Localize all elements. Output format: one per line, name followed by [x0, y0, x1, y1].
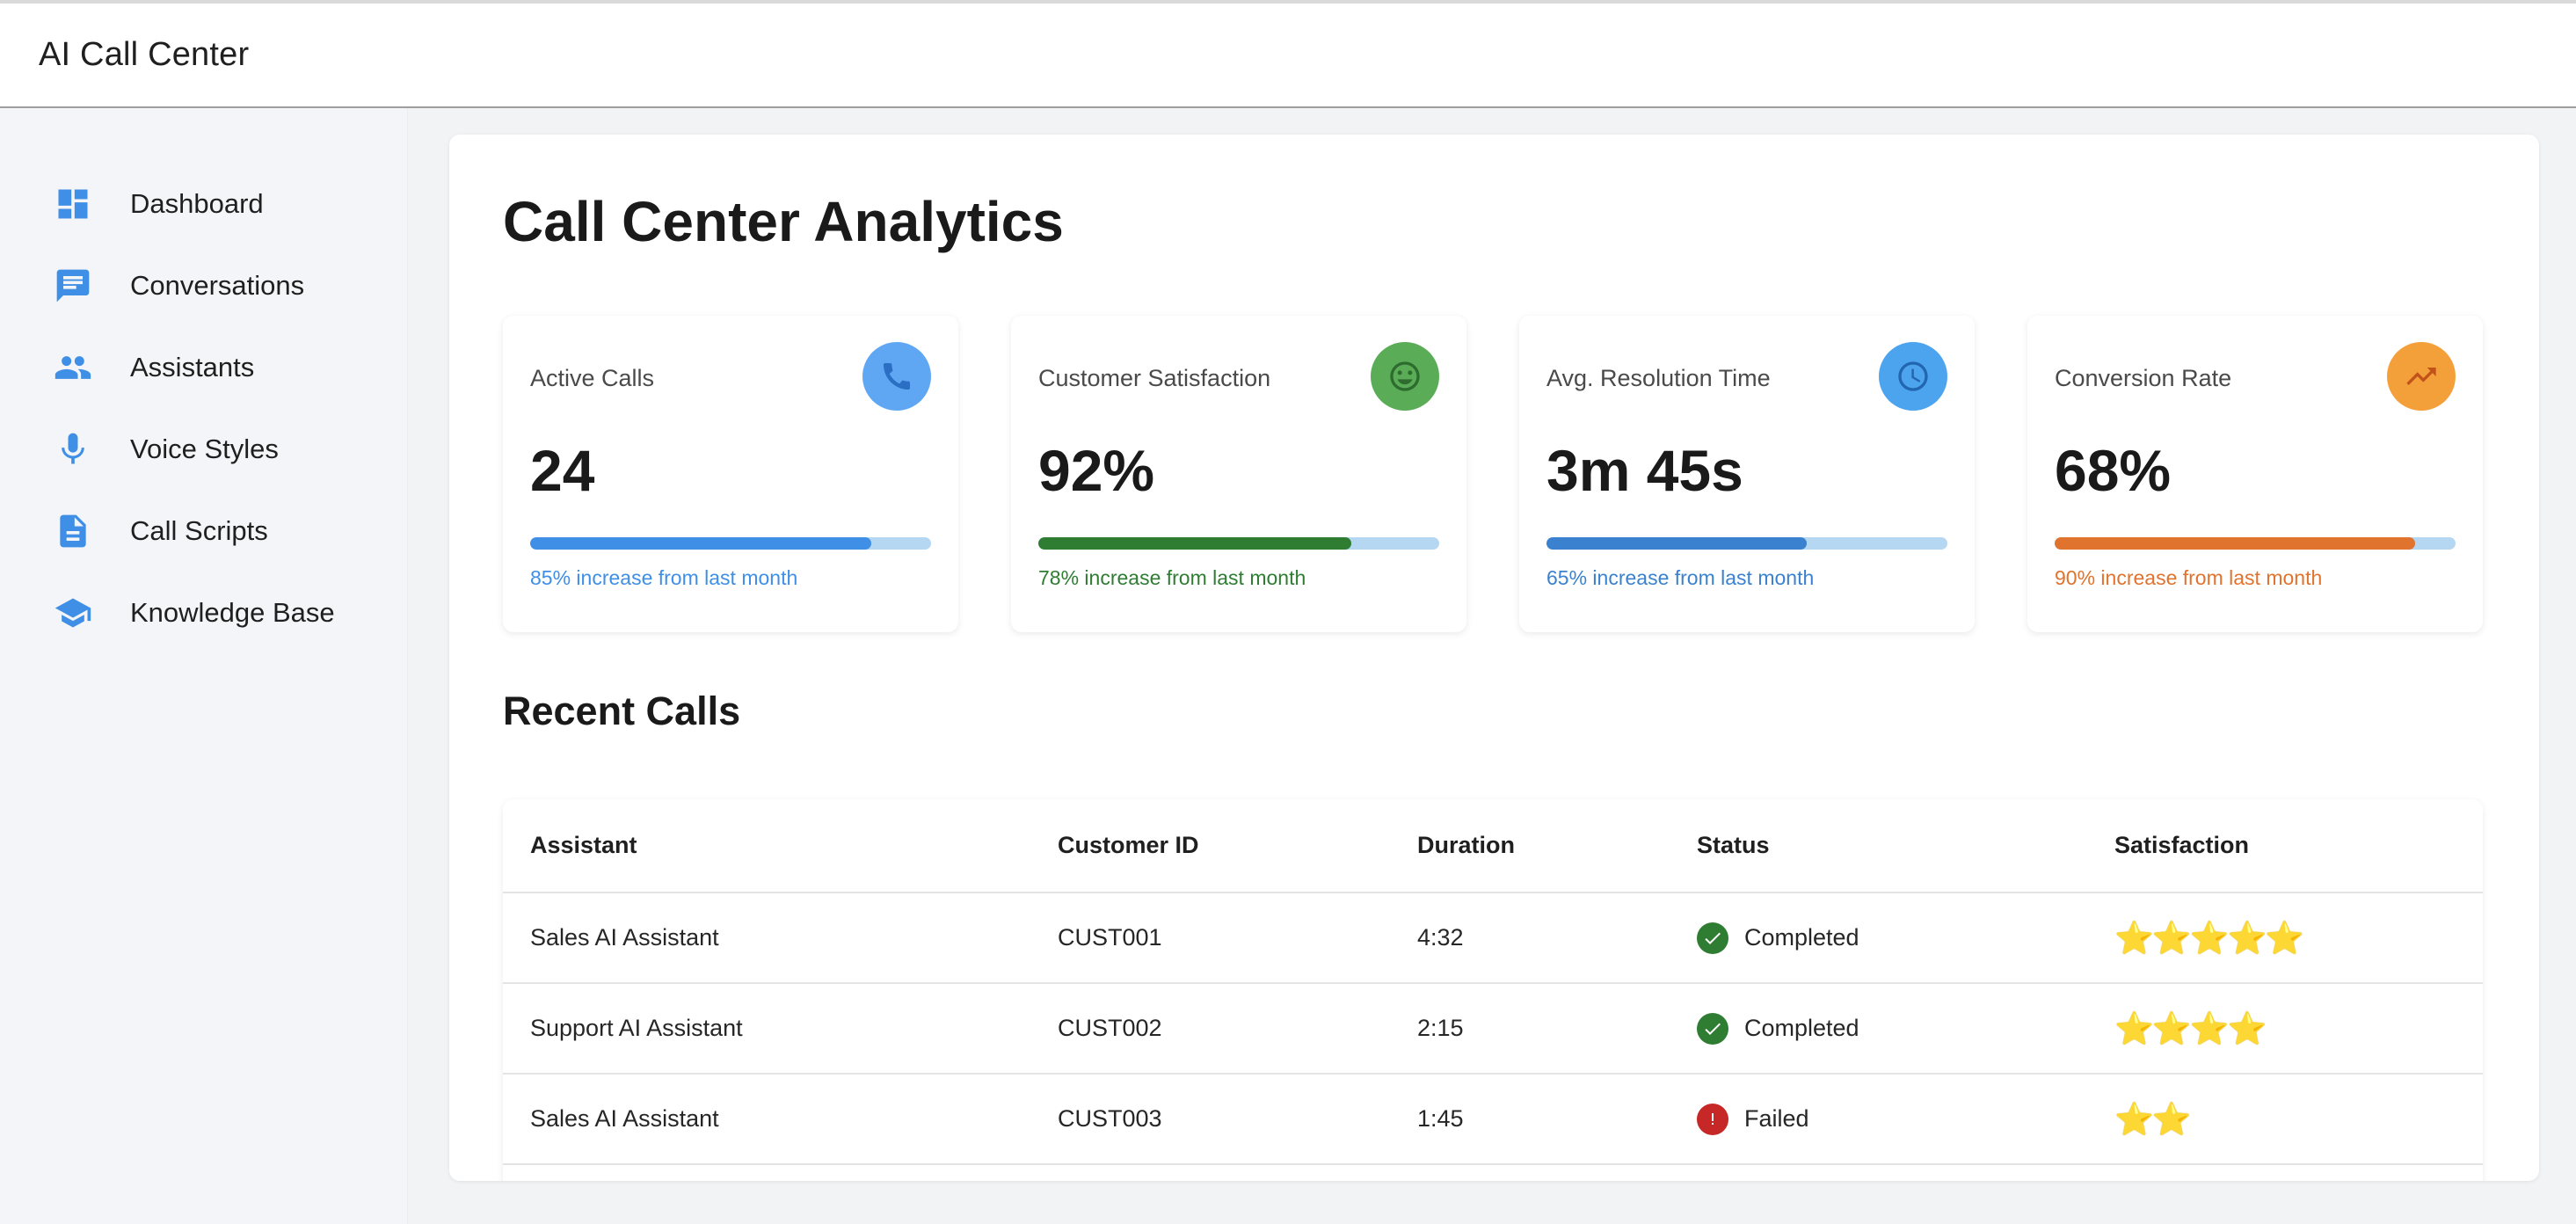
check-circle-icon: [1697, 1012, 1728, 1045]
stat-label: Conversion Rate: [2055, 365, 2232, 391]
school-icon: [53, 593, 93, 633]
stat-note: 90% increase from last month: [2055, 566, 2323, 589]
cell-satisfaction: [2087, 1164, 2483, 1181]
sidebar-item-voice-styles[interactable]: Voice Styles: [0, 408, 407, 490]
cell-customer-id: CUST002: [1030, 983, 1390, 1075]
sidebar-item-dashboard[interactable]: Dashboard: [0, 163, 407, 244]
people-icon: [53, 347, 93, 388]
stats-row: Active Calls 24 85% increase from last m…: [503, 316, 2483, 632]
recent-calls-title: Recent Calls: [503, 688, 741, 733]
progress-fill: [530, 537, 871, 550]
status-badge: Completed: [1697, 922, 2087, 954]
cell-customer-id: CUST003: [1030, 1074, 1390, 1165]
stat-card-conversion-rate: Conversion Rate 68% 90% increase from la…: [2027, 316, 2483, 632]
cell-customer-id: [1030, 1164, 1390, 1181]
stat-note: 85% increase from last month: [530, 566, 798, 589]
stat-card-active-calls: Active Calls 24 85% increase from last m…: [503, 316, 958, 632]
sidebar-item-label: Call Scripts: [130, 514, 268, 546]
app-bar: AI Call Center: [0, 0, 2576, 108]
sidebar-item-label: Conversations: [130, 269, 305, 301]
phone-icon: [862, 342, 931, 411]
clock-icon: [1879, 342, 1947, 411]
page-title: Call Center Analytics: [503, 190, 1064, 253]
sidebar-item-call-scripts[interactable]: Call Scripts: [0, 490, 407, 572]
cell-duration: 1:45: [1390, 1074, 1670, 1165]
column-header-status[interactable]: Status: [1670, 799, 2087, 893]
progress-fill: [1038, 537, 1351, 550]
status-text: Completed: [1744, 924, 1859, 951]
stat-value: 68%: [2055, 438, 2172, 503]
cell-satisfaction: ⭐⭐⭐⭐⭐: [2087, 892, 2483, 984]
error-icon: [1697, 1103, 1728, 1135]
table-row[interactable]: [503, 1164, 2483, 1181]
cell-customer-id: CUST001: [1030, 892, 1390, 984]
table-row[interactable]: Support AI Assistant CUST002 2:15 Comple…: [503, 983, 2483, 1075]
document-icon: [53, 511, 93, 551]
stat-value: 92%: [1038, 438, 1155, 503]
recent-calls-table: Assistant Customer ID Duration Status Sa…: [503, 799, 2483, 1181]
progress-fill: [1546, 537, 1808, 550]
sidebar-item-label: Knowledge Base: [130, 596, 335, 628]
trending-up-icon: [2387, 342, 2456, 411]
main-content: Call Center Analytics Active Calls 24 85…: [449, 135, 2539, 1181]
cell-assistant: Sales AI Assistant: [503, 892, 1030, 984]
cell-status: Completed: [1670, 983, 2087, 1075]
cell-satisfaction: ⭐⭐: [2087, 1074, 2483, 1165]
stat-card-customer-satisfaction: Customer Satisfaction 92% 78% increase f…: [1011, 316, 1466, 632]
sidebar-item-conversations[interactable]: Conversations: [0, 244, 407, 326]
cell-duration: [1390, 1164, 1670, 1181]
status-text: Failed: [1744, 1105, 1809, 1132]
stat-note: 78% increase from last month: [1038, 566, 1306, 589]
sidebar-item-knowledge-base[interactable]: Knowledge Base: [0, 572, 407, 653]
status-badge: Failed: [1697, 1103, 2087, 1135]
microphone-icon: [53, 429, 93, 470]
check-circle-icon: [1697, 922, 1728, 954]
table-header-row: Assistant Customer ID Duration Status Sa…: [503, 799, 2483, 893]
cell-assistant: [503, 1164, 1030, 1181]
sidebar: Dashboard Conversations Assistants Voice…: [0, 108, 408, 1224]
table-row[interactable]: Sales AI Assistant CUST003 1:45 Failed ⭐…: [503, 1074, 2483, 1165]
progress-bar: [1038, 537, 1439, 550]
cell-status: [1670, 1164, 2087, 1181]
recent-calls-table-container: Assistant Customer ID Duration Status Sa…: [503, 799, 2483, 1181]
cell-satisfaction: ⭐⭐⭐⭐: [2087, 983, 2483, 1075]
cell-status: Failed: [1670, 1074, 2087, 1165]
stat-value: 3m 45s: [1546, 438, 1743, 503]
stat-value: 24: [530, 438, 595, 503]
status-badge: Completed: [1697, 1012, 2087, 1045]
status-text: Completed: [1744, 1015, 1859, 1041]
star-rating: ⭐⭐⭐⭐: [2114, 1009, 2267, 1046]
cell-status: Completed: [1670, 892, 2087, 984]
stat-label: Avg. Resolution Time: [1546, 365, 1771, 391]
column-header-customer-id[interactable]: Customer ID: [1030, 799, 1390, 893]
dashboard-icon: [53, 184, 93, 224]
progress-bar: [530, 537, 931, 550]
sidebar-item-assistants[interactable]: Assistants: [0, 326, 407, 408]
chat-icon: [53, 266, 93, 306]
smiley-icon: [1371, 342, 1439, 411]
stat-label: Customer Satisfaction: [1038, 365, 1271, 391]
table-row[interactable]: Sales AI Assistant CUST001 4:32 Complete…: [503, 892, 2483, 984]
sidebar-item-label: Assistants: [130, 351, 255, 382]
progress-fill: [2055, 537, 2416, 550]
app-title: AI Call Center: [39, 36, 250, 73]
stat-note: 65% increase from last month: [1546, 566, 1815, 589]
sidebar-item-label: Dashboard: [130, 187, 264, 219]
cell-assistant: Support AI Assistant: [503, 983, 1030, 1075]
cell-duration: 4:32: [1390, 892, 1670, 984]
progress-bar: [2055, 537, 2456, 550]
star-rating: ⭐⭐: [2114, 1100, 2192, 1137]
sidebar-item-label: Voice Styles: [130, 433, 279, 464]
stat-label: Active Calls: [530, 365, 655, 391]
column-header-duration[interactable]: Duration: [1390, 799, 1670, 893]
stat-card-avg-resolution-time: Avg. Resolution Time 3m 45s 65% increase…: [1519, 316, 1975, 632]
cell-duration: 2:15: [1390, 983, 1670, 1075]
star-rating: ⭐⭐⭐⭐⭐: [2114, 919, 2304, 956]
column-header-assistant[interactable]: Assistant: [503, 799, 1030, 893]
cell-assistant: Sales AI Assistant: [503, 1074, 1030, 1165]
column-header-satisfaction[interactable]: Satisfaction: [2087, 799, 2483, 893]
progress-bar: [1546, 537, 1947, 550]
